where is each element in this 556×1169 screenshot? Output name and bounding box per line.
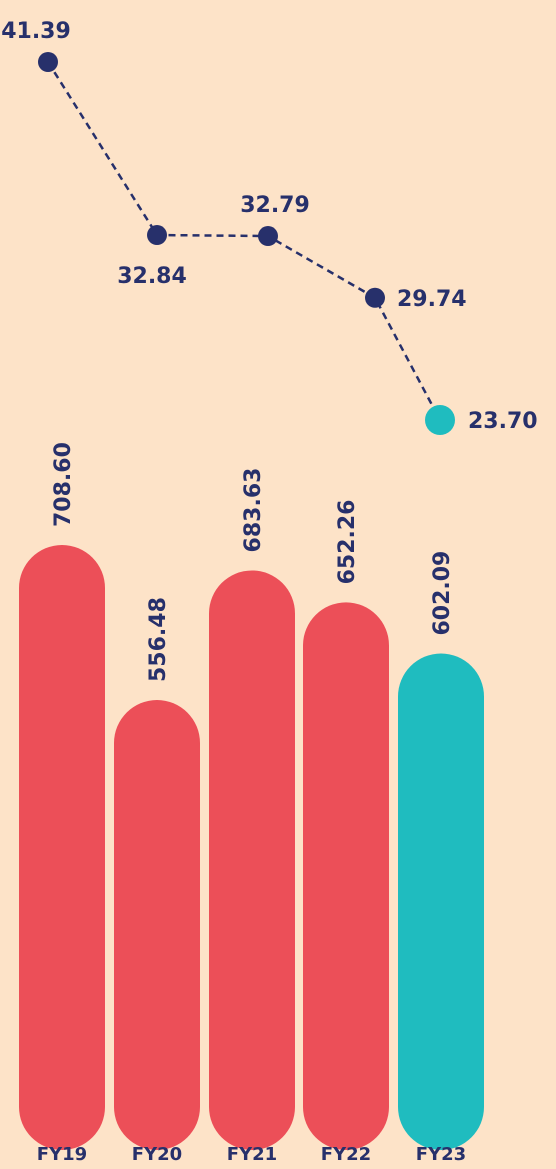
bar-value-label: 652.26	[335, 500, 360, 585]
line-point	[38, 52, 58, 72]
bar	[19, 545, 105, 1150]
bar-value-label: 602.09	[430, 551, 455, 636]
x-tick-label: FY21	[227, 1144, 277, 1165]
bar	[398, 653, 484, 1150]
line-point	[258, 226, 278, 247]
point-value-label: 32.79	[240, 193, 310, 218]
point-value-label: 29.74	[397, 287, 467, 312]
x-tick-label: FY19	[37, 1144, 87, 1165]
x-tick-label: FY22	[321, 1144, 371, 1165]
line-point	[147, 225, 167, 246]
x-tick-label: FY23	[416, 1144, 466, 1165]
point-value-label: 41.39	[1, 19, 71, 44]
point-value-label: 23.70	[468, 409, 538, 434]
bar	[114, 700, 200, 1150]
line-point	[425, 405, 455, 435]
line-point	[365, 287, 385, 308]
bar-value-label: 683.63	[241, 468, 266, 553]
line	[46, 61, 442, 421]
bar-value-label: 556.48	[146, 597, 171, 682]
bar	[303, 602, 389, 1150]
bar	[209, 570, 295, 1150]
x-tick-label: FY20	[132, 1144, 182, 1165]
bar-value-label: 708.60	[51, 442, 76, 527]
point-value-label: 32.84	[117, 264, 187, 289]
